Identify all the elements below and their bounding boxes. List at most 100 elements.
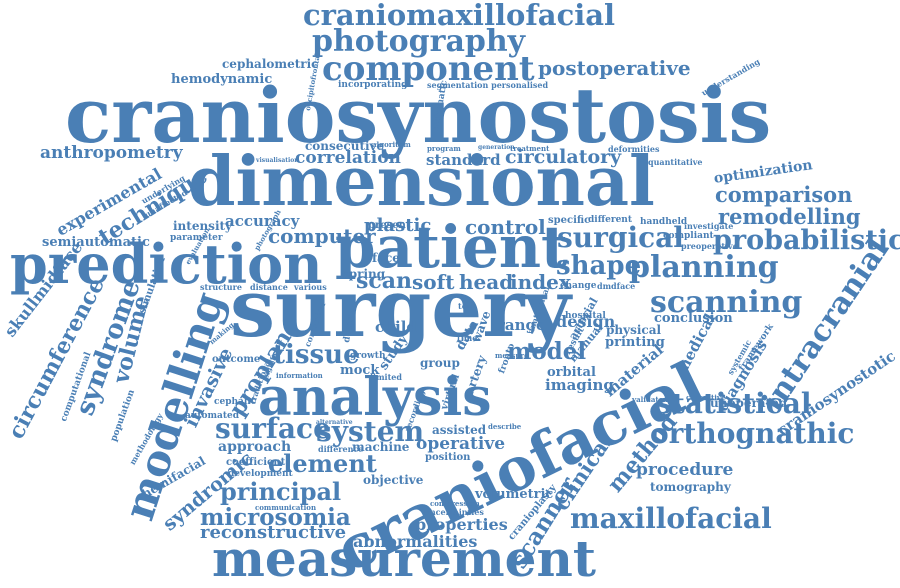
word: algorithm bbox=[372, 140, 411, 149]
word: postoperative bbox=[538, 56, 691, 80]
word: system bbox=[316, 415, 425, 448]
word: investigate bbox=[684, 221, 734, 231]
word: group bbox=[420, 356, 460, 370]
word: position bbox=[425, 452, 471, 463]
word: information bbox=[276, 371, 323, 380]
word: treatment bbox=[510, 144, 550, 153]
word: quantitative bbox=[648, 157, 703, 167]
word: prediction bbox=[10, 232, 323, 296]
word: comparison bbox=[715, 182, 853, 207]
word: handheld bbox=[640, 217, 688, 227]
word: correlation bbox=[295, 148, 401, 168]
word: computer bbox=[268, 224, 376, 248]
word: outcome bbox=[212, 354, 261, 365]
word: mock bbox=[340, 363, 380, 378]
word: difference bbox=[318, 444, 364, 454]
word: standard bbox=[426, 151, 501, 169]
word: change bbox=[560, 281, 597, 291]
word: measure bbox=[495, 351, 529, 360]
word: tomography bbox=[650, 480, 731, 494]
word: planning bbox=[629, 250, 779, 285]
word: shape bbox=[556, 251, 642, 281]
word: dimensional bbox=[188, 142, 655, 222]
word: growth bbox=[350, 351, 386, 361]
word: dmdface bbox=[597, 281, 636, 291]
word: anthropometry bbox=[40, 143, 183, 163]
word: circulatory bbox=[505, 146, 622, 168]
word: generation bbox=[478, 144, 515, 151]
word: specific bbox=[548, 215, 591, 226]
word: imaging bbox=[545, 376, 614, 394]
word: microsomia bbox=[200, 504, 351, 531]
word: conclusion bbox=[654, 311, 733, 326]
word: segmentation personalised bbox=[427, 80, 549, 90]
word: surgical bbox=[557, 221, 684, 254]
word: principal bbox=[220, 477, 342, 506]
word: head bbox=[459, 270, 514, 294]
word: uncertainties bbox=[424, 507, 484, 517]
word: different bbox=[588, 215, 632, 225]
word: preoperative bbox=[681, 241, 738, 251]
word: surface bbox=[215, 412, 331, 445]
word: unoperated bbox=[710, 396, 788, 410]
word: program bbox=[427, 144, 461, 153]
word: component bbox=[322, 49, 535, 89]
word: remodelling bbox=[718, 204, 861, 229]
word: objective bbox=[363, 473, 424, 487]
word: craniosynostosis bbox=[65, 71, 772, 160]
word: plastic bbox=[364, 215, 432, 236]
word: index bbox=[510, 270, 571, 294]
word: spring bbox=[342, 267, 386, 281]
word: model bbox=[507, 338, 587, 365]
word: orthognathic bbox=[650, 417, 855, 450]
word: alternative bbox=[316, 419, 353, 426]
word: analysis bbox=[258, 367, 492, 428]
word: procedure bbox=[636, 460, 734, 480]
word: tissue bbox=[273, 340, 360, 370]
word: structure bbox=[200, 282, 242, 292]
word: distance bbox=[250, 282, 288, 292]
word: scanning bbox=[650, 285, 803, 320]
word: operative bbox=[416, 434, 506, 454]
word: surgery bbox=[230, 261, 571, 355]
word: compliant bbox=[663, 231, 714, 241]
word: element bbox=[268, 449, 377, 478]
word: control bbox=[465, 215, 546, 239]
word: tool bbox=[458, 301, 476, 311]
word: probabilistic bbox=[713, 225, 900, 256]
word: accuracy bbox=[225, 212, 300, 230]
word: communication bbox=[255, 503, 317, 512]
word: cephalic bbox=[214, 397, 257, 407]
word: physical bbox=[606, 323, 662, 337]
word: craniomaxillofacial bbox=[303, 0, 616, 32]
word: properties bbox=[415, 515, 508, 534]
word: face bbox=[372, 251, 400, 265]
word: machine bbox=[352, 440, 410, 454]
word: hemodynamic bbox=[171, 72, 273, 87]
word: validated bbox=[632, 395, 668, 404]
word: patient bbox=[335, 213, 568, 281]
word: range bbox=[497, 316, 546, 334]
word: soft bbox=[412, 270, 455, 294]
word: coefficient bbox=[226, 457, 286, 468]
word: consecutive bbox=[305, 139, 385, 153]
word: scan bbox=[356, 268, 413, 294]
word: various bbox=[294, 282, 327, 292]
word: design bbox=[556, 312, 616, 331]
word: assisted bbox=[432, 423, 487, 437]
word: printing bbox=[605, 335, 665, 350]
word: child bbox=[375, 318, 417, 336]
word: statistical bbox=[656, 387, 812, 420]
word: orbital bbox=[547, 365, 596, 380]
word: population bbox=[109, 388, 138, 444]
word: approach bbox=[218, 439, 292, 455]
word: corrective bbox=[686, 393, 726, 402]
word: abnormalities bbox=[353, 532, 478, 551]
word: automated bbox=[185, 411, 240, 421]
word: parameter bbox=[170, 233, 223, 243]
word: incorporating bbox=[338, 80, 408, 90]
word: deformities bbox=[608, 144, 660, 154]
word: semiautomatic bbox=[42, 235, 150, 250]
word: describe bbox=[488, 422, 522, 431]
